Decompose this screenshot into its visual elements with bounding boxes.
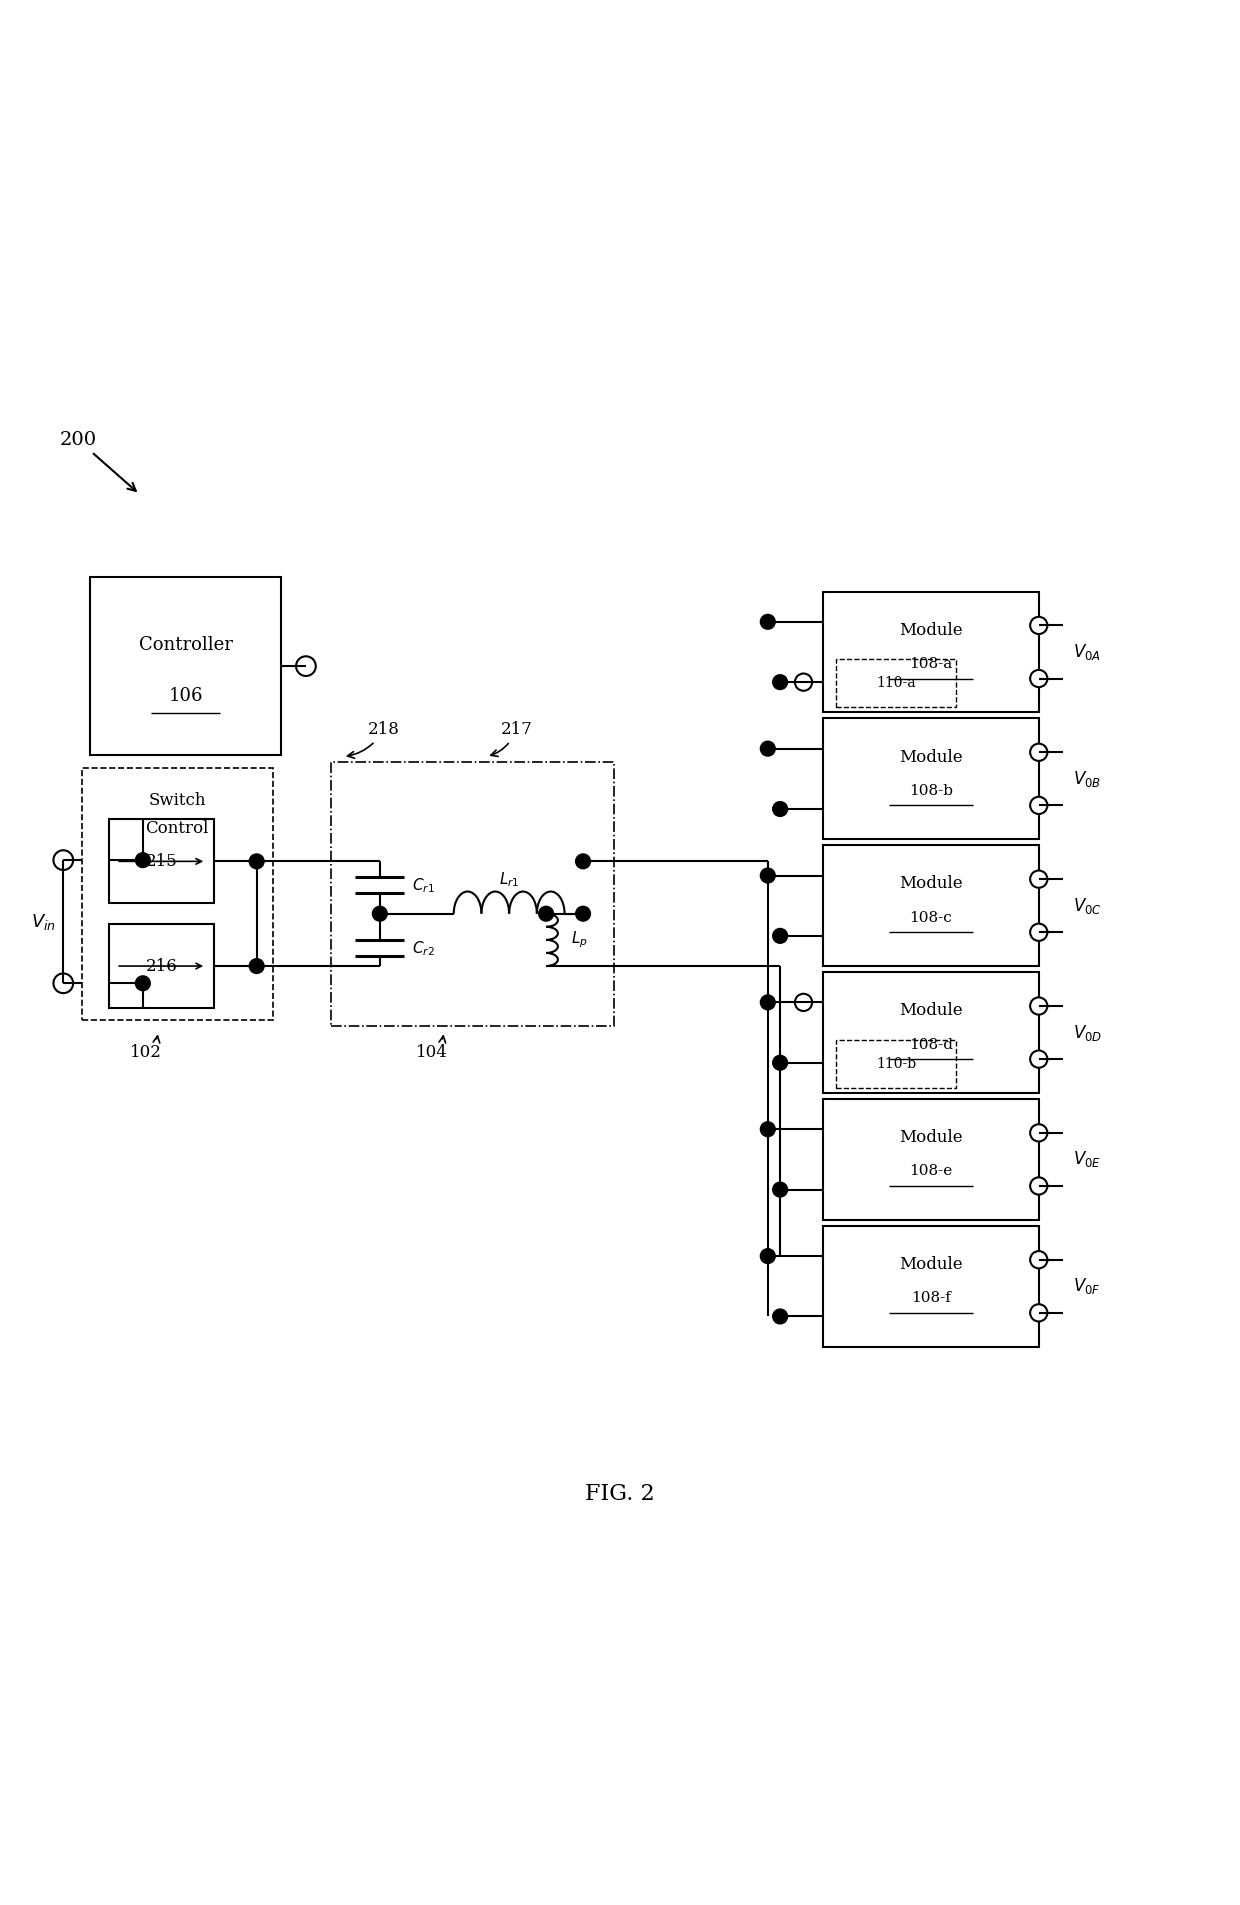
Text: FIG. 2: FIG. 2: [585, 1484, 655, 1505]
Circle shape: [795, 674, 812, 692]
Text: $V_{0A}$: $V_{0A}$: [1074, 642, 1101, 661]
Circle shape: [773, 928, 787, 943]
Text: 104: 104: [415, 1036, 448, 1061]
Text: $C_{r2}$: $C_{r2}$: [412, 939, 434, 958]
Text: $L_{r1}$: $L_{r1}$: [498, 871, 520, 890]
Circle shape: [773, 1183, 787, 1196]
Text: $C_{r1}$: $C_{r1}$: [412, 876, 434, 895]
Circle shape: [1030, 1252, 1048, 1269]
Circle shape: [773, 1309, 787, 1324]
Circle shape: [773, 1055, 787, 1071]
Circle shape: [372, 907, 387, 922]
Circle shape: [1030, 924, 1048, 941]
Text: 108-d: 108-d: [909, 1038, 954, 1052]
Text: 108-e: 108-e: [909, 1164, 952, 1179]
Circle shape: [760, 1122, 775, 1137]
Circle shape: [1030, 796, 1048, 813]
Text: 110-b: 110-b: [875, 1057, 916, 1071]
Circle shape: [760, 741, 775, 756]
Text: 217: 217: [491, 722, 532, 756]
Text: 218: 218: [347, 722, 399, 758]
Circle shape: [760, 869, 775, 882]
Text: 102: 102: [129, 1036, 161, 1061]
Text: Switch: Switch: [149, 792, 206, 810]
Text: 216: 216: [145, 958, 177, 975]
Text: Module: Module: [899, 1255, 962, 1273]
FancyBboxPatch shape: [109, 819, 213, 903]
Circle shape: [760, 994, 775, 1010]
Text: 108-a: 108-a: [909, 657, 952, 671]
Circle shape: [53, 850, 73, 871]
Text: 110-a: 110-a: [877, 676, 915, 690]
Circle shape: [760, 1248, 775, 1263]
Text: $V_{in}$: $V_{in}$: [31, 912, 56, 932]
Text: 106: 106: [169, 688, 203, 705]
Circle shape: [53, 973, 73, 993]
Text: $V_{0C}$: $V_{0C}$: [1074, 895, 1102, 916]
FancyBboxPatch shape: [91, 577, 281, 756]
Text: $V_{0E}$: $V_{0E}$: [1074, 1149, 1101, 1170]
Text: 200: 200: [60, 431, 136, 491]
Circle shape: [249, 853, 264, 869]
Text: Module: Module: [899, 749, 962, 766]
FancyBboxPatch shape: [823, 1227, 1039, 1347]
FancyBboxPatch shape: [836, 659, 956, 707]
FancyBboxPatch shape: [823, 592, 1039, 712]
Text: Module: Module: [899, 1130, 962, 1147]
Circle shape: [1030, 617, 1048, 634]
Circle shape: [1030, 1305, 1048, 1322]
Text: $L_p$: $L_p$: [570, 930, 588, 951]
Text: 108-f: 108-f: [911, 1292, 951, 1305]
FancyBboxPatch shape: [331, 762, 614, 1027]
Text: 108-c: 108-c: [910, 911, 952, 924]
FancyBboxPatch shape: [823, 718, 1039, 840]
Circle shape: [1030, 871, 1048, 888]
Circle shape: [1030, 1050, 1048, 1067]
FancyBboxPatch shape: [109, 924, 213, 1008]
Circle shape: [575, 853, 590, 869]
Circle shape: [135, 853, 150, 867]
Circle shape: [1030, 743, 1048, 760]
Text: Controller: Controller: [139, 636, 233, 653]
Circle shape: [1030, 1177, 1048, 1194]
Circle shape: [575, 907, 590, 922]
Text: Module: Module: [899, 1002, 962, 1019]
FancyBboxPatch shape: [836, 1040, 956, 1088]
FancyBboxPatch shape: [823, 1099, 1039, 1219]
Text: $V_{0D}$: $V_{0D}$: [1074, 1023, 1102, 1042]
Circle shape: [773, 802, 787, 817]
Circle shape: [1030, 998, 1048, 1015]
Circle shape: [538, 907, 553, 922]
FancyBboxPatch shape: [82, 768, 273, 1021]
Circle shape: [135, 975, 150, 991]
Text: Control: Control: [145, 819, 208, 836]
Circle shape: [795, 994, 812, 1012]
Circle shape: [249, 958, 264, 973]
Text: $V_{0B}$: $V_{0B}$: [1074, 770, 1101, 789]
Circle shape: [296, 657, 316, 676]
Circle shape: [1030, 1124, 1048, 1141]
Circle shape: [1030, 671, 1048, 688]
Text: 108-b: 108-b: [909, 783, 954, 798]
Text: $V_{0F}$: $V_{0F}$: [1074, 1276, 1101, 1295]
Circle shape: [760, 615, 775, 629]
Circle shape: [773, 674, 787, 690]
FancyBboxPatch shape: [823, 972, 1039, 1093]
Text: 215: 215: [145, 853, 177, 871]
FancyBboxPatch shape: [823, 846, 1039, 966]
Text: Module: Module: [899, 876, 962, 892]
Text: Module: Module: [899, 621, 962, 638]
